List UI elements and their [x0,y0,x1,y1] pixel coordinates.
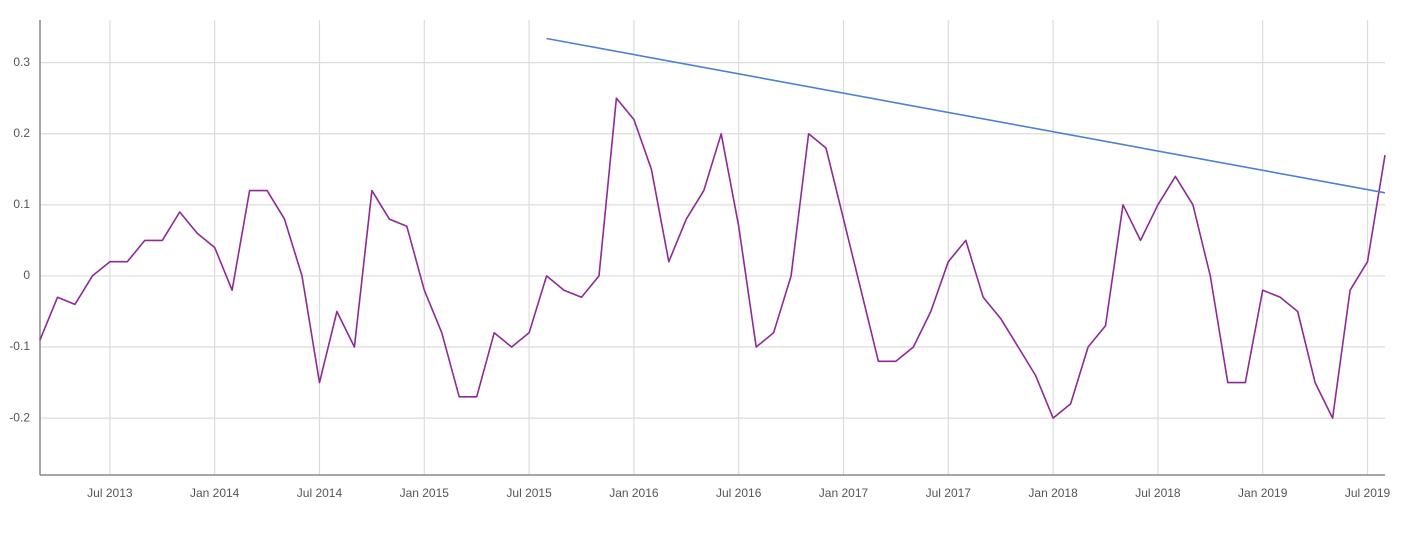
x-tick-label: Jul 2018 [1135,486,1181,500]
x-tick-label: Jan 2018 [1028,486,1078,500]
y-tick-label: -0.2 [9,410,30,424]
y-tick-label: 0 [23,268,30,282]
y-tick-label: 0.3 [13,55,30,69]
x-tick-label: Jul 2015 [506,486,552,500]
data-line [39,97,1386,419]
y-tick-label: 0.2 [13,126,30,140]
x-tick-label: Jan 2019 [1238,486,1288,500]
x-tick-label: Jul 2019 [1345,486,1391,500]
x-tick-label: Jul 2016 [716,486,762,500]
y-tick-label: 0.1 [13,197,30,211]
x-tick-label: Jul 2013 [87,486,133,500]
x-tick-label: Jan 2015 [400,486,450,500]
trend-line [546,37,1386,194]
x-tick-label: Jan 2014 [190,486,240,500]
y-tick-label: -0.1 [9,339,30,353]
x-tick-label: Jul 2017 [926,486,972,500]
x-tick-label: Jan 2017 [819,486,869,500]
x-tick-label: Jan 2016 [609,486,659,500]
x-tick-label: Jul 2014 [297,486,343,500]
